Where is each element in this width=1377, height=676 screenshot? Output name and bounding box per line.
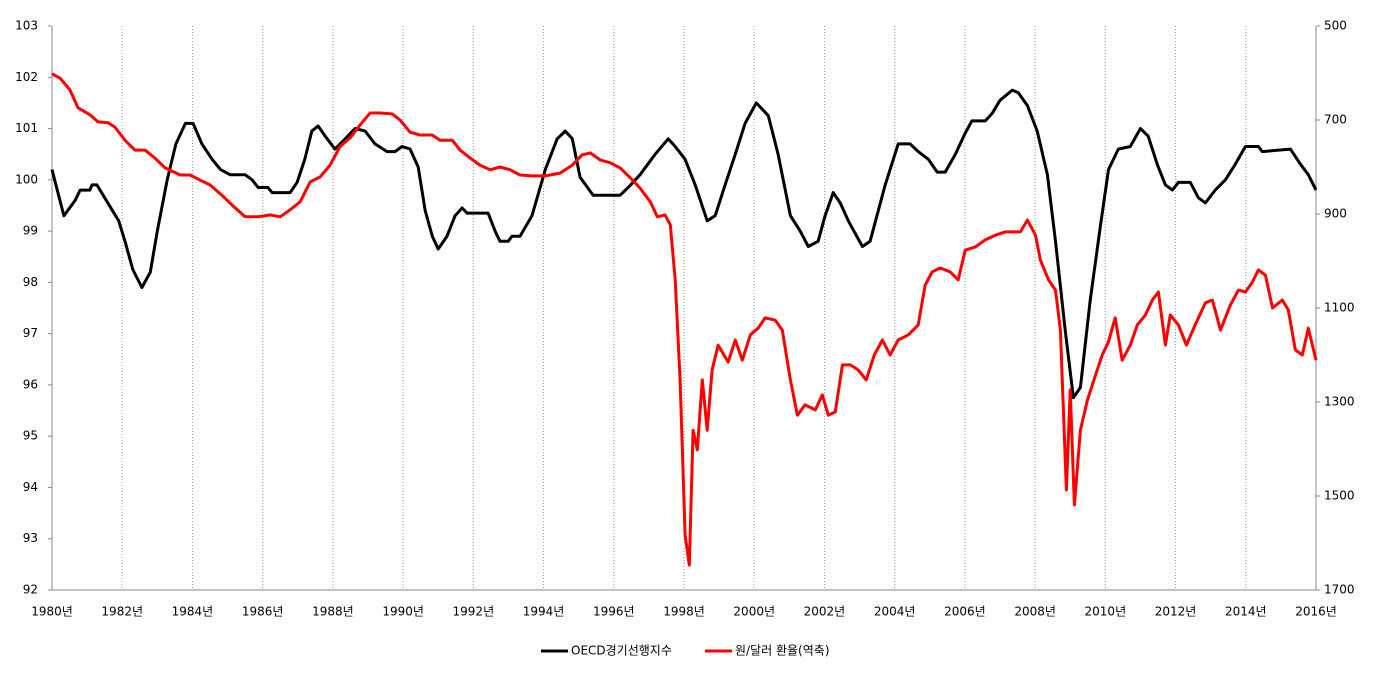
y2-tick-label: 900 bbox=[1324, 207, 1347, 221]
y-tick-label: 100 bbox=[15, 172, 38, 186]
y-tick-label: 94 bbox=[23, 480, 38, 494]
y-tick-label: 101 bbox=[15, 121, 38, 135]
legend-label: OECD경기선행지수 bbox=[571, 643, 672, 658]
x-tick-label: 1986년 bbox=[242, 605, 284, 619]
y-tick-label: 92 bbox=[23, 583, 38, 597]
x-tick-label: 2016년 bbox=[1295, 605, 1337, 619]
y2-tick-label: 700 bbox=[1324, 113, 1347, 127]
x-tick-label: 1998년 bbox=[663, 605, 705, 619]
x-tick-label: 1988년 bbox=[312, 605, 354, 619]
y-tick-label: 97 bbox=[23, 326, 38, 340]
x-tick-label: 1980년 bbox=[31, 605, 73, 619]
x-tick-label: 1992년 bbox=[453, 605, 495, 619]
y2-tick-label: 1100 bbox=[1324, 301, 1355, 315]
legend-label: 원/달러 환율(역축) bbox=[735, 644, 830, 658]
series-line bbox=[50, 88, 1318, 400]
y-tick-label: 102 bbox=[15, 70, 38, 84]
series-line bbox=[51, 72, 1318, 567]
y-tick-label: 96 bbox=[23, 377, 38, 391]
y2-tick-label: 1700 bbox=[1324, 583, 1355, 597]
x-tick-label: 2008년 bbox=[1014, 605, 1056, 619]
y-tick-label: 99 bbox=[23, 224, 38, 238]
y2-tick-label: 1300 bbox=[1324, 395, 1355, 409]
y2-tick-label: 500 bbox=[1324, 19, 1347, 33]
x-tick-label: 2004년 bbox=[874, 605, 916, 619]
x-tick-label: 1982년 bbox=[101, 605, 143, 619]
y-tick-label: 103 bbox=[15, 19, 38, 33]
y-tick-label: 95 bbox=[23, 429, 38, 443]
x-tick-label: 1990년 bbox=[382, 605, 424, 619]
x-tick-label: 2002년 bbox=[804, 605, 846, 619]
x-tick-label: 1984년 bbox=[172, 605, 214, 619]
y2-tick-label: 1500 bbox=[1324, 489, 1355, 503]
y-tick-label: 93 bbox=[23, 531, 38, 545]
x-tick-label: 2006년 bbox=[944, 605, 986, 619]
y-tick-label: 98 bbox=[23, 275, 38, 289]
x-tick-label: 1996년 bbox=[593, 605, 635, 619]
x-tick-label: 2010년 bbox=[1085, 605, 1127, 619]
x-tick-label: 1994년 bbox=[523, 605, 565, 619]
x-tick-label: 2014년 bbox=[1225, 605, 1267, 619]
x-tick-label: 2000년 bbox=[733, 605, 775, 619]
x-tick-label: 2012년 bbox=[1155, 605, 1197, 619]
